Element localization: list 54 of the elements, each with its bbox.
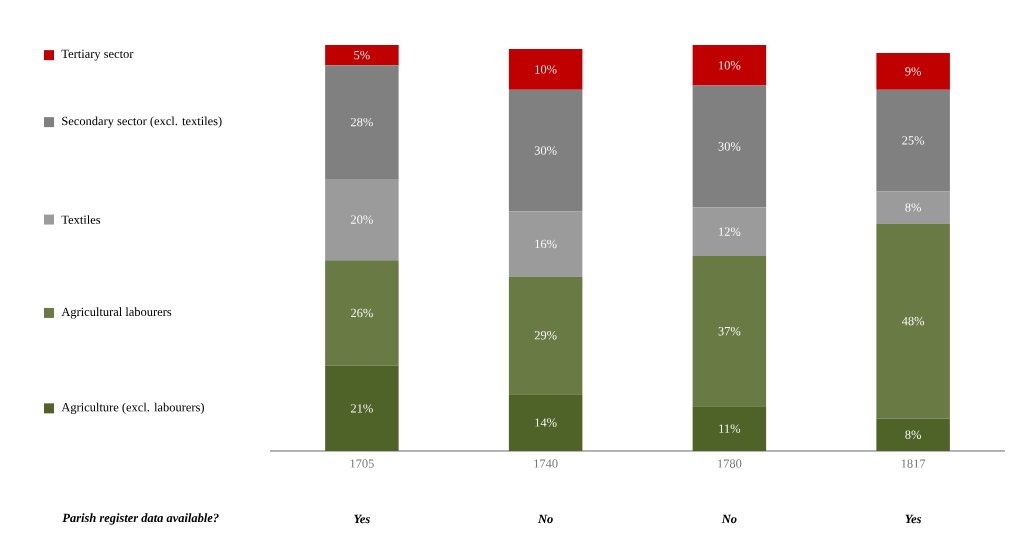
data-label: 37% [718,326,741,336]
data-label: 20% [351,215,373,224]
data-label: 26% [351,308,373,318]
text: No [721,514,737,524]
data-label: 21% [351,404,373,413]
x-tick-label: 1740 [534,459,558,468]
bar [876,53,950,90]
bar [508,276,583,395]
legend-label: Agriculture (excl. labourers) [61,402,204,415]
legend-label: Secondary sector (excl. textiles) [62,116,222,128]
data-label: 12% [719,227,741,236]
x-tick-label: 1780 [718,459,742,468]
data-label: 8% [905,203,922,212]
data-label: 9% [905,67,922,76]
data-label: 25% [902,136,925,145]
bar [692,256,767,407]
legend-label: Tertiary sector [61,49,134,61]
bar [508,49,583,90]
data-label: 5% [354,50,370,60]
bar [508,394,583,451]
data-label: 8% [905,430,922,439]
legend-label: Agricultural labourers [61,307,172,319]
bar [325,65,399,179]
bar [325,178,399,261]
bar [876,418,950,451]
x-tick-label: 1817 [901,459,926,468]
text: No [537,514,553,524]
data-label: 14% [535,418,557,427]
text: Yes [354,514,370,524]
bar [692,207,767,257]
data-label: 10% [719,61,741,70]
x-tick-label: 1705 [350,459,374,468]
bar [325,260,399,366]
data-label: 10% [535,65,557,74]
text: Yes [905,514,922,524]
data-label: 30% [534,146,557,155]
bar [692,406,767,451]
bar [876,191,950,224]
legend-label: Textiles [61,215,101,224]
bar [876,223,950,419]
bar [325,44,399,66]
bar [692,85,767,208]
data-label: 48% [901,316,925,326]
data-label: 16% [535,239,557,249]
data-label: 11% [719,424,741,433]
bar [508,211,583,277]
data-label: 29% [534,331,557,340]
bar [876,89,950,192]
bar [508,89,583,212]
data-label: 28% [351,117,373,127]
data-label: 30% [718,142,741,151]
text: Parish register data available? [62,513,219,525]
bar [692,44,767,86]
bar [325,365,399,451]
